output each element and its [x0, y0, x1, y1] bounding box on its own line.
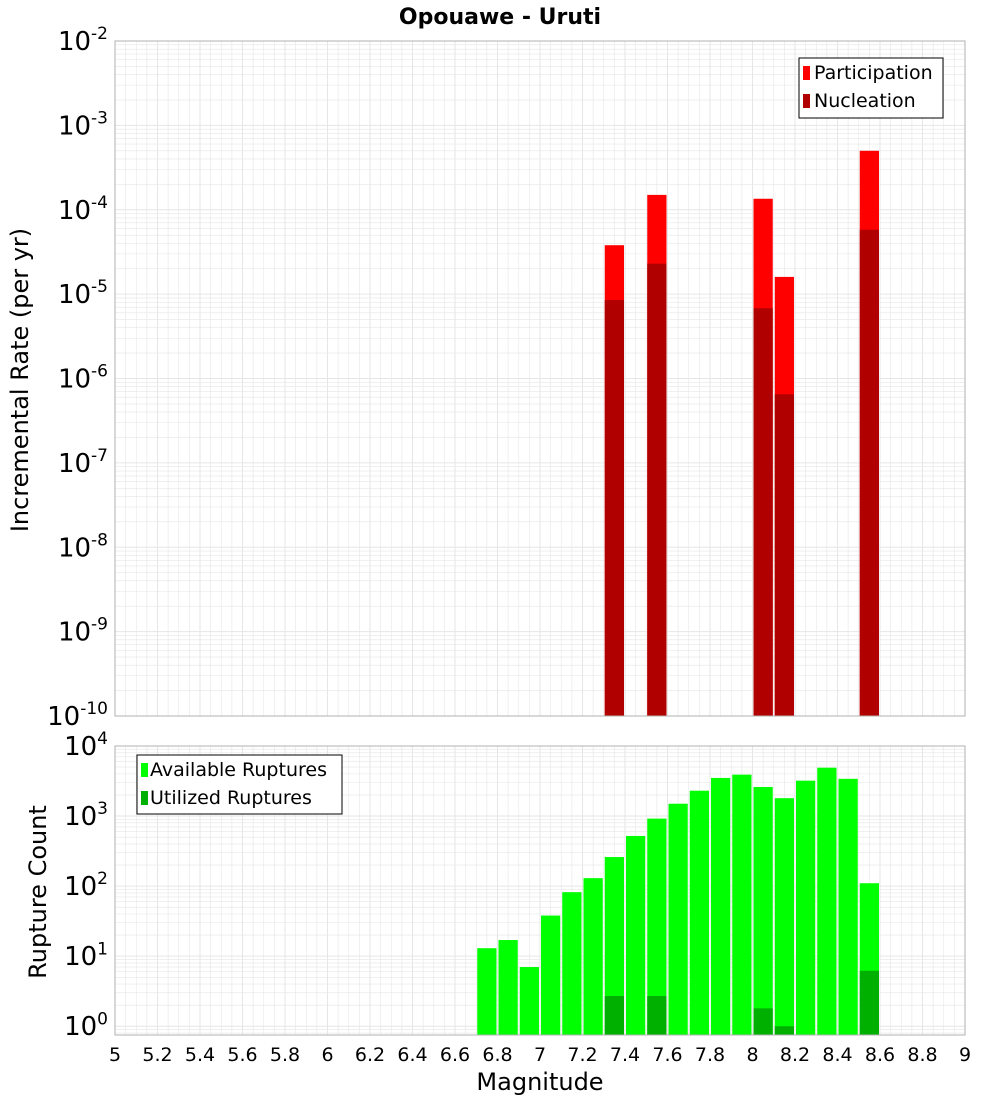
- available-ruptures-bar: [732, 774, 752, 1035]
- available-ruptures-bar: [817, 767, 837, 1035]
- utilized-ruptures-bar: [753, 1008, 773, 1035]
- x-tick-label: 5: [109, 1044, 121, 1066]
- nucleation-bar: [604, 300, 624, 716]
- participation-legend-swatch: [803, 66, 810, 80]
- x-tick-label: 7.2: [567, 1044, 597, 1066]
- top-legend: Participation Nucleation: [798, 57, 944, 119]
- x-tick-label: 7.4: [610, 1044, 640, 1066]
- x-tick-label: 8: [746, 1044, 758, 1066]
- y-tick-label: 10-10: [47, 699, 108, 732]
- bottom-y-tick-labels: 100 101 102 103 104: [64, 729, 108, 1042]
- x-tick-label: 9: [959, 1044, 971, 1066]
- y-tick-label: 100: [64, 1009, 108, 1042]
- x-tick-label: 7: [534, 1044, 546, 1066]
- available-ruptures-bar: [668, 803, 688, 1035]
- top-y-tick-labels: 10-10 10-9 10-8 10-7 10-6 10-5 10-4 10-3 10-2: [47, 24, 108, 732]
- nucleation-bar: [647, 263, 667, 716]
- x-tick-label: 7.8: [695, 1044, 725, 1066]
- y-tick-label: 101: [64, 939, 108, 972]
- x-tick-label: 8.4: [822, 1044, 852, 1066]
- nucleation-bar: [753, 308, 773, 716]
- x-tick-label: 6.2: [355, 1044, 385, 1066]
- available-ruptures-bar: [711, 777, 731, 1035]
- x-tick-labels: 5 5.2 5.4 5.6 5.8 6 6.2 6.4 6.6 6.8 7 7.2 7.4 7.6 7.8 8…: [109, 1044, 971, 1066]
- available-ruptures-bar: [626, 835, 646, 1035]
- top-legend-box: [798, 57, 944, 119]
- y-tick-label: 102: [64, 869, 108, 902]
- top-y-axis-label: Incremental Rate (per yr): [6, 228, 34, 532]
- utilized-ruptures-bar: [604, 996, 624, 1035]
- y-tick-label: 10-6: [58, 362, 108, 395]
- available-ruptures-bar: [519, 967, 539, 1035]
- utilized-ruptures-bar: [647, 996, 667, 1035]
- top-bars: [604, 150, 879, 717]
- y-tick-label: 10-2: [58, 24, 108, 57]
- utilized-ruptures-bar: [859, 970, 879, 1035]
- available-legend-swatch: [141, 763, 148, 777]
- available-ruptures-bar: [604, 857, 624, 1035]
- nucleation-bar: [859, 229, 879, 717]
- x-tick-label: 5.4: [185, 1044, 215, 1066]
- available-ruptures-bar: [753, 786, 773, 1035]
- utilized-legend-label: Utilized Ruptures: [150, 787, 312, 809]
- available-ruptures-bar: [541, 915, 561, 1035]
- available-ruptures-bar: [689, 790, 709, 1035]
- x-tick-label: 8.8: [907, 1044, 937, 1066]
- participation-legend-label: Participation: [814, 62, 933, 84]
- y-tick-label: 10-7: [58, 446, 108, 479]
- x-tick-label: 8.2: [780, 1044, 810, 1066]
- utilized-ruptures-bar: [774, 1026, 794, 1035]
- x-tick-label: 8.6: [865, 1044, 895, 1066]
- x-tick-label: 5.6: [227, 1044, 257, 1066]
- bottom-legend-box: [136, 754, 343, 815]
- y-tick-label: 10-8: [58, 530, 108, 563]
- nucleation-legend-swatch: [803, 94, 810, 108]
- available-ruptures-bar: [583, 878, 603, 1035]
- available-ruptures-bar: [477, 948, 497, 1035]
- bottom-bars: [477, 767, 879, 1035]
- nucleation-bar: [774, 394, 794, 716]
- chart-title: Opouawe - Uruti: [399, 5, 601, 30]
- available-ruptures-bar: [774, 798, 794, 1035]
- available-legend-label: Available Ruptures: [150, 759, 327, 781]
- available-ruptures-bar: [498, 940, 518, 1035]
- nucleation-legend-label: Nucleation: [814, 90, 916, 112]
- x-tick-label: 6.6: [440, 1044, 470, 1066]
- y-tick-label: 10-3: [58, 108, 108, 141]
- top-plot-frame: [114, 40, 966, 717]
- x-tick-label: 6.8: [482, 1044, 512, 1066]
- y-tick-label: 103: [64, 799, 108, 832]
- x-tick-label: 5.2: [142, 1044, 172, 1066]
- top-grid: [114, 40, 966, 717]
- y-tick-label: 10-9: [58, 615, 108, 648]
- x-tick-label: 6.4: [397, 1044, 427, 1066]
- bottom-y-axis-label: Rupture Count: [24, 805, 52, 979]
- x-axis-label: Magnitude: [476, 1068, 603, 1096]
- available-ruptures-bar: [838, 778, 858, 1035]
- utilized-legend-swatch: [141, 791, 148, 805]
- x-tick-label: 7.6: [652, 1044, 682, 1066]
- x-tick-label: 5.8: [270, 1044, 300, 1066]
- bottom-plot-frame: [114, 745, 966, 1036]
- y-tick-label: 104: [64, 729, 108, 762]
- available-ruptures-bar: [796, 780, 816, 1035]
- x-tick-label: 6: [321, 1044, 333, 1066]
- bottom-legend: Available Ruptures Utilized Ruptures: [136, 754, 343, 815]
- available-ruptures-bar: [647, 818, 667, 1035]
- y-tick-label: 10-4: [58, 193, 108, 226]
- y-tick-label: 10-5: [58, 277, 108, 310]
- available-ruptures-bar: [562, 892, 582, 1035]
